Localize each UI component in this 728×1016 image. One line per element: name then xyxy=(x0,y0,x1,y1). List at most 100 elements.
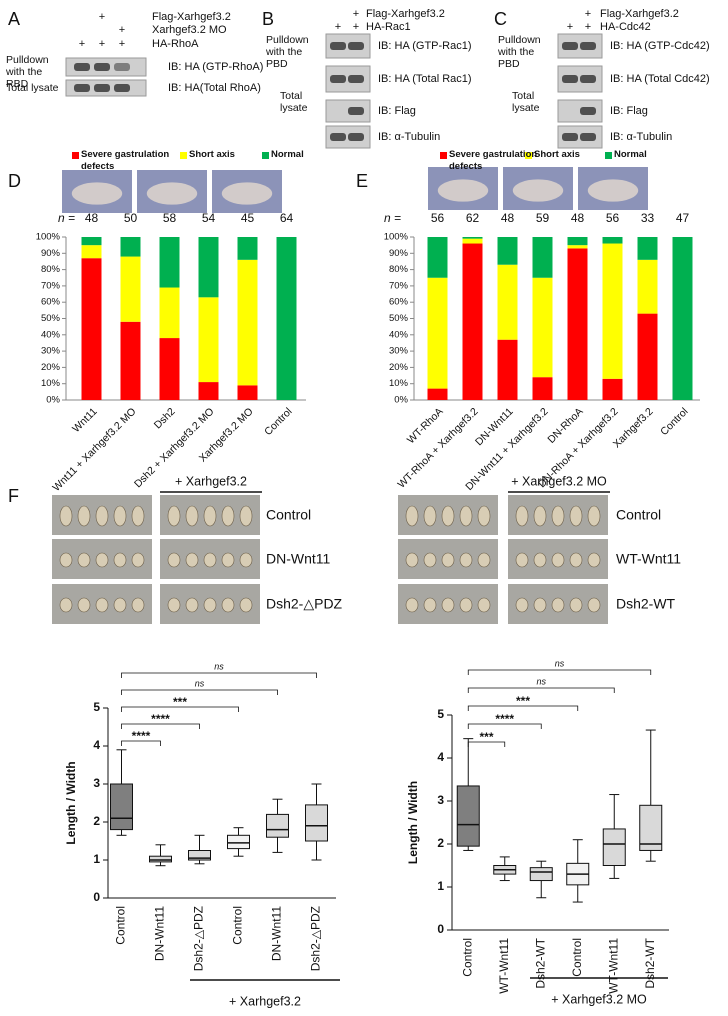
embryo xyxy=(477,552,491,568)
bar-segment xyxy=(602,243,623,379)
box xyxy=(305,804,328,842)
embryo xyxy=(477,597,491,613)
blot-band xyxy=(74,63,90,71)
blot-label: IB: HA (GTP-Rac1) xyxy=(378,40,472,52)
blot-label: IB: HA(Total RhoA) xyxy=(168,82,261,94)
y-tick-label: 100% xyxy=(36,232,61,243)
n-count: 58 xyxy=(163,211,177,225)
blot-band xyxy=(348,133,364,141)
blot-label: IB: HA (Total Rac1) xyxy=(378,73,472,85)
row-label: DN-Wnt11 xyxy=(266,551,331,567)
x-tick-label: DN-Wnt11 xyxy=(153,906,167,961)
significance-bracket xyxy=(467,705,579,711)
x-tick-label: Dsh2-WT xyxy=(643,937,657,988)
embryo xyxy=(185,597,199,613)
lane-sign: + xyxy=(585,21,591,33)
row-label: Dsh2-△PDZ xyxy=(266,596,343,612)
significance-bracket xyxy=(467,687,615,693)
bar-segment xyxy=(462,237,483,239)
bar-segment xyxy=(81,237,102,246)
row-label: WT-Wnt11 xyxy=(616,551,681,567)
embryo xyxy=(437,179,489,202)
x-tick-label: Control xyxy=(114,906,128,945)
y-tick-label: 70% xyxy=(389,280,409,291)
bar-segment xyxy=(120,237,141,257)
row-label: Pulldown with the PBD xyxy=(498,34,541,70)
condition-label: HA-Cdc42 xyxy=(600,21,651,33)
bar-segment xyxy=(237,237,258,260)
bar-segment xyxy=(120,321,141,400)
blot-band xyxy=(580,133,596,141)
x-tick-label: Dsh2 xyxy=(152,405,178,431)
y-tick-label: 5 xyxy=(93,700,100,714)
lane-sign: + xyxy=(119,24,125,36)
blot-band xyxy=(562,133,578,141)
y-tick-label: 0% xyxy=(46,395,60,406)
y-tick-label: 50% xyxy=(41,313,61,324)
lane-sign: + xyxy=(99,11,105,23)
lane-sign: + xyxy=(567,21,573,33)
embryo xyxy=(167,505,181,527)
y-tick-label: 2 xyxy=(437,836,444,850)
box xyxy=(529,867,553,882)
n-count: 48 xyxy=(501,211,515,225)
n-label: n = xyxy=(58,211,75,225)
blot-band xyxy=(330,133,346,141)
embryo xyxy=(59,597,73,613)
significance-label: ns xyxy=(214,661,224,671)
bar-segment xyxy=(462,243,483,400)
n-count: 50 xyxy=(124,211,138,225)
embryo xyxy=(477,505,491,527)
x-tick-label: Control xyxy=(658,406,690,438)
y-tick-label: 4 xyxy=(437,750,444,764)
embryo xyxy=(587,552,601,568)
n-count: 48 xyxy=(85,211,99,225)
significance-label: **** xyxy=(132,729,151,743)
bar-segment xyxy=(427,388,448,400)
y-tick-label: 30% xyxy=(41,346,61,357)
n-count: 59 xyxy=(536,211,550,225)
row-label: Dsh2-WT xyxy=(616,596,676,612)
legend-label: Short axis xyxy=(189,149,235,160)
embryo xyxy=(569,505,583,527)
y-axis-label: Length / Width xyxy=(64,761,78,844)
treatment-label: + Xarhgef3.2 xyxy=(175,474,247,488)
bar-segment xyxy=(427,277,448,389)
bar-segment xyxy=(198,297,219,383)
y-tick-label: 3 xyxy=(437,793,444,807)
embryo xyxy=(405,505,419,527)
bar-segment xyxy=(159,338,180,400)
x-tick-label: Control xyxy=(231,906,245,945)
embryo xyxy=(533,505,547,527)
blot-band xyxy=(348,75,364,83)
blot-label: IB: α-Tubulin xyxy=(610,131,672,143)
embryo xyxy=(185,505,199,527)
legend-swatch xyxy=(525,152,532,159)
significance-bracket xyxy=(121,672,317,678)
blot-band xyxy=(580,42,596,50)
blot-band xyxy=(74,84,90,92)
row-label: Pulldown with the RBD xyxy=(6,54,49,90)
lane-sign: + xyxy=(99,38,105,50)
embryo xyxy=(185,552,199,568)
panel-label: E xyxy=(356,171,368,191)
bar-segment xyxy=(237,259,258,386)
lane-sign: + xyxy=(585,8,591,20)
bar-segment xyxy=(120,256,141,322)
x-tick-label: Control xyxy=(570,938,584,977)
blot-label: IB: Flag xyxy=(610,105,648,117)
significance-label: **** xyxy=(495,712,514,726)
bar-segment xyxy=(672,237,693,400)
row-label: Control xyxy=(616,507,661,523)
bar-segment xyxy=(602,378,623,400)
embryo xyxy=(131,552,145,568)
embryo xyxy=(221,505,235,527)
embryo xyxy=(77,552,91,568)
panel-label: D xyxy=(8,171,21,191)
y-tick-label: 3 xyxy=(93,776,100,790)
lane-sign: + xyxy=(79,38,85,50)
significance-label: ns xyxy=(536,676,546,686)
n-count: 56 xyxy=(431,211,445,225)
embryo xyxy=(405,597,419,613)
bar-segment xyxy=(637,259,658,314)
